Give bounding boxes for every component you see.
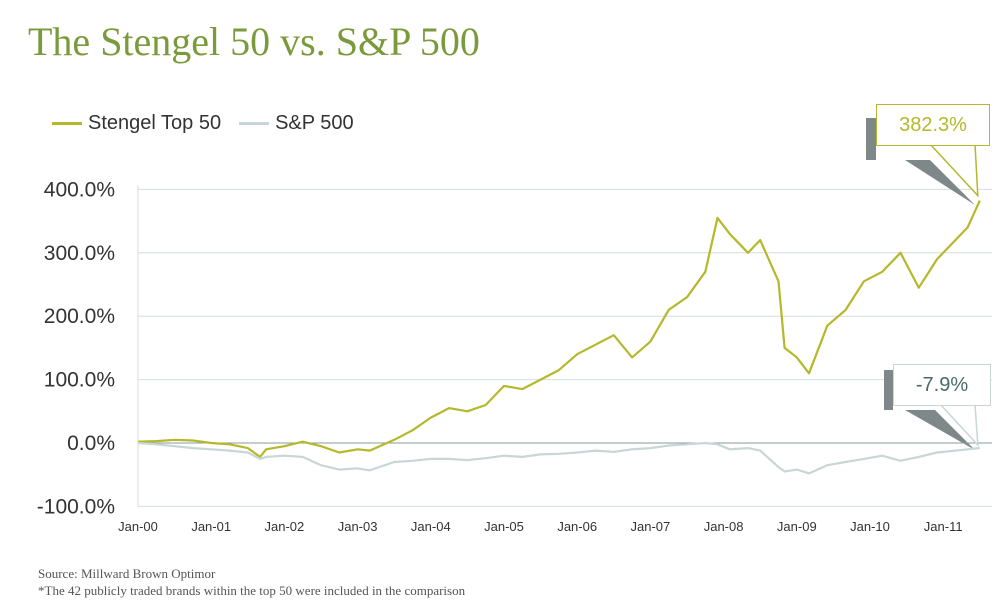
footnote: *The 42 publicly traded brands within th… (38, 583, 466, 598)
x-tick-label: Jan-00 (118, 519, 158, 534)
y-tick-label: 200.0% (44, 305, 115, 328)
legend-label: S&P 500 (275, 112, 354, 134)
legend-item: Stengel Top 50 (52, 112, 221, 135)
x-tick-label: Jan-09 (777, 519, 817, 534)
y-tick-label: 0.0% (67, 432, 115, 455)
footer-notes: Source: Millward Brown Optimor *The 42 p… (38, 565, 465, 599)
stengel-end-value-callout: 382.3% (876, 104, 990, 146)
y-tick-label: 100.0% (44, 369, 115, 392)
legend-swatch (239, 122, 270, 125)
legend-label: Stengel Top 50 (88, 112, 222, 134)
source-note: Source: Millward Brown Optimor (38, 566, 216, 581)
series-layer (137, 143, 981, 475)
chart-legend: Stengel Top 50 S&P 500 (52, 112, 372, 135)
x-tick-label: Jan-10 (850, 519, 890, 534)
line-chart: -100.0% 0.0% 100.0% 200.0% 300.0% 400.0% Jan-0… (37, 118, 992, 534)
x-tick-label: Jan-01 (191, 519, 231, 534)
legend-item: S&P 500 (239, 112, 354, 135)
y-tick-label: 400.0% (44, 178, 115, 201)
callout-shadow (866, 160, 975, 205)
callout-shadow (884, 410, 975, 450)
legend-swatch (52, 122, 82, 125)
x-tick-label: Jan-04 (411, 519, 451, 534)
sp500-end-value-callout: -7.9% (893, 364, 991, 406)
chart-title: The Stengel 50 vs. S&P 500 (28, 19, 480, 64)
x-tick-label: Jan-03 (338, 519, 378, 534)
axis-layer: -100.0% 0.0% 100.0% 200.0% 300.0% 400.0% Jan-0… (37, 178, 992, 534)
stengel-end-value: 382.3% (899, 114, 967, 136)
series-line-1 (137, 441, 980, 475)
sp500-end-value: -7.9% (915, 374, 969, 396)
x-tick-label: Jan-08 (704, 519, 744, 534)
x-tick-label: Jan-11 (924, 519, 963, 534)
y-tick-label: -100.0% (37, 495, 115, 518)
y-tick-label: 300.0% (44, 242, 115, 265)
x-tick-label: Jan-05 (484, 519, 524, 534)
x-tick-label: Jan-02 (265, 519, 305, 534)
callout-shadow (884, 370, 893, 410)
x-tick-label: Jan-06 (557, 519, 597, 534)
grid-layer (138, 118, 992, 507)
callout-shadow (866, 118, 876, 160)
x-tick-label: Jan-07 (631, 519, 671, 534)
series-line-0 (137, 200, 981, 458)
